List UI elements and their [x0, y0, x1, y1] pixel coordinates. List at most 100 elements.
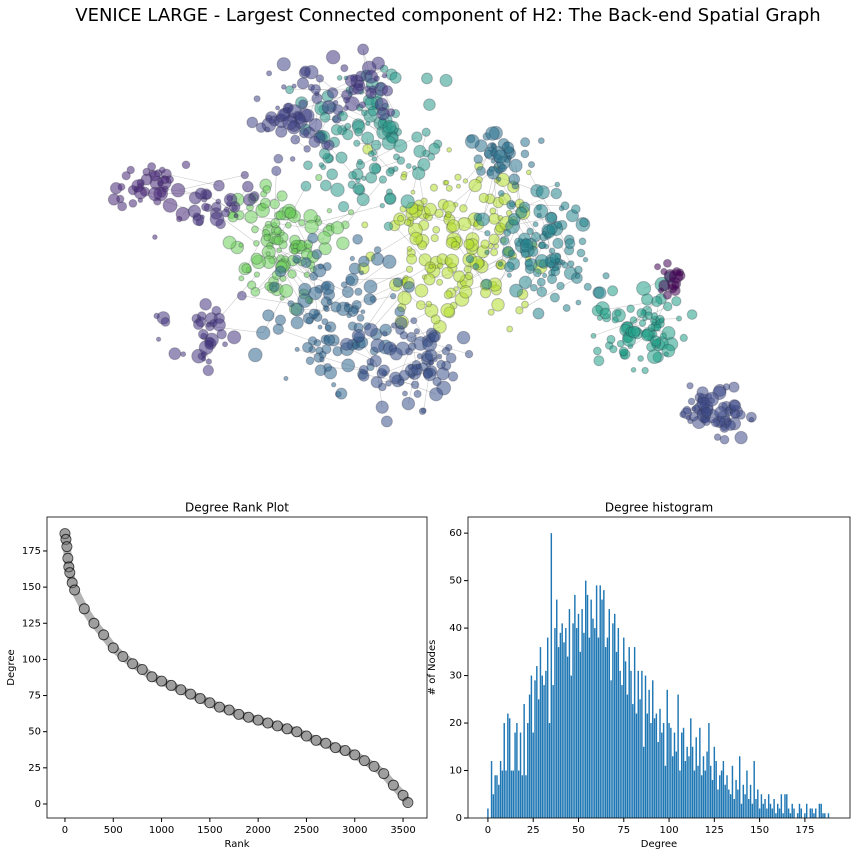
network-node: [327, 208, 331, 212]
network-node: [163, 198, 177, 212]
bar: [621, 685, 622, 818]
network-node: [411, 190, 415, 194]
network-node: [561, 202, 569, 210]
bar: [645, 676, 646, 818]
network-node: [266, 115, 272, 121]
network-node: [421, 408, 426, 413]
network-node: [437, 263, 443, 269]
network-node: [543, 273, 547, 277]
y-tick-label: 50: [449, 576, 462, 587]
bar: [572, 623, 573, 818]
network-node: [277, 248, 282, 253]
bar: [589, 638, 590, 818]
bar: [491, 761, 492, 818]
network-node: [723, 384, 729, 390]
network-node: [411, 318, 417, 324]
network-node: [447, 220, 459, 232]
bar: [545, 671, 546, 818]
network-node: [445, 254, 459, 268]
network-node: [254, 240, 260, 246]
network-node: [274, 236, 283, 245]
network-node: [322, 141, 330, 149]
rank-point: [89, 618, 99, 628]
network-node: [122, 172, 130, 180]
bar: [770, 804, 771, 818]
bar: [779, 809, 780, 818]
network-node: [383, 255, 396, 268]
network-node: [399, 370, 409, 380]
network-node: [274, 227, 281, 234]
network-node: [498, 190, 504, 196]
rank-point: [128, 659, 138, 669]
network-node: [424, 99, 436, 111]
network-node: [580, 218, 589, 227]
bar: [694, 771, 695, 818]
bar: [563, 642, 564, 818]
x-tick-label: 500: [104, 825, 123, 836]
bar: [677, 695, 678, 818]
network-node: [568, 261, 574, 267]
network-node: [372, 157, 377, 162]
bar: [757, 790, 758, 818]
network-node: [295, 347, 299, 351]
bar: [614, 614, 615, 818]
network-node: [359, 102, 365, 108]
bar: [616, 652, 617, 818]
bar: [647, 714, 648, 818]
rank-point: [166, 680, 176, 690]
bar: [612, 623, 613, 818]
y-tick-label: 0: [35, 799, 41, 810]
network-node: [267, 71, 272, 76]
network-node: [108, 194, 119, 205]
network-node: [371, 377, 382, 388]
network-node: [454, 287, 459, 292]
network-node: [711, 419, 719, 427]
network-node: [320, 180, 331, 191]
network-node: [348, 210, 353, 215]
network-node: [301, 257, 311, 267]
bar: [712, 780, 713, 818]
network-node: [371, 253, 383, 265]
network-node: [476, 213, 489, 226]
network-node: [327, 88, 337, 98]
network-node: [381, 416, 392, 427]
network-node: [680, 334, 687, 341]
network-node: [393, 278, 402, 287]
network-node: [749, 417, 754, 422]
network-node: [345, 75, 356, 86]
network-node: [442, 347, 450, 355]
network-node: [318, 325, 322, 329]
network-node: [433, 377, 441, 385]
network-node: [490, 208, 496, 214]
network-node: [242, 181, 253, 192]
subplot-title: Degree histogram: [605, 501, 713, 515]
rank-point: [340, 745, 350, 755]
network-node: [465, 272, 472, 279]
network-node: [535, 254, 548, 267]
network-node: [603, 273, 609, 279]
x-tick-label: 0: [485, 825, 491, 836]
network-node: [551, 188, 562, 199]
network-node: [473, 263, 479, 269]
network-node: [457, 331, 470, 344]
network-node: [417, 354, 422, 359]
network-node: [638, 356, 644, 362]
network-node: [288, 270, 297, 279]
bar: [705, 771, 706, 818]
network-node: [476, 166, 485, 175]
network-node: [485, 230, 490, 235]
network-node: [654, 324, 661, 331]
network-node: [292, 84, 296, 88]
network-node: [509, 159, 522, 172]
network-node: [576, 300, 581, 305]
network-node: [460, 286, 472, 298]
network-node: [398, 291, 412, 305]
x-tick-label: 150: [750, 825, 769, 836]
network-node: [510, 284, 523, 297]
network-node: [304, 272, 310, 278]
network-node: [571, 205, 580, 214]
network-node: [429, 264, 433, 268]
rank-point: [379, 769, 389, 779]
network-node: [271, 219, 280, 228]
bar: [717, 790, 718, 818]
